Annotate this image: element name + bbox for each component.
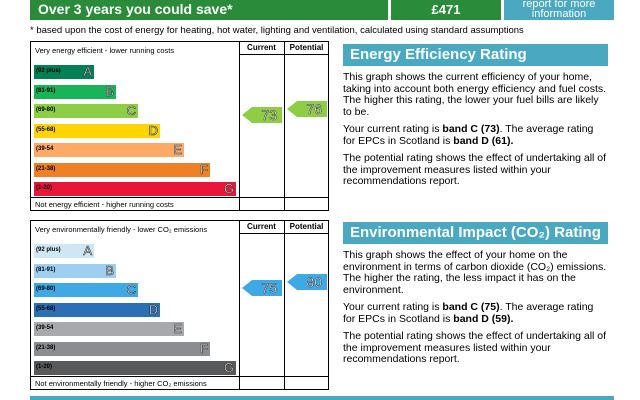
band-range: (21-38) bbox=[36, 165, 56, 172]
band-g: (1-20) G bbox=[34, 181, 236, 196]
band-letter: F bbox=[200, 340, 209, 356]
report-info-text: report for more information bbox=[522, 0, 596, 20]
column-divider bbox=[239, 42, 240, 210]
info-paragraph-2: Your current rating is band C (75). The … bbox=[343, 301, 594, 325]
chart-top-label: Very energy efficient - lower running co… bbox=[35, 46, 175, 55]
potential-rating-arrow: 80 bbox=[287, 274, 327, 290]
band-letter: E bbox=[173, 321, 182, 336]
info-paragraph-1: This graph shows the effect of your home… bbox=[343, 249, 607, 296]
column-divider bbox=[239, 221, 240, 389]
info-paragraph-3: The potential rating shows the effect of… bbox=[343, 152, 607, 187]
band-d: (55-68) D bbox=[34, 301, 160, 317]
band-f: (21-38) F bbox=[34, 161, 210, 177]
band-a: (92 plus) A bbox=[34, 243, 94, 258]
band-letter: D bbox=[148, 122, 158, 138]
savings-label: Over 3 years you could save* bbox=[30, 0, 388, 20]
info-paragraph-1: This graph shows the current efficiency … bbox=[343, 71, 607, 118]
band-g: (1-20) G bbox=[34, 360, 236, 375]
savings-value: £471 bbox=[391, 0, 501, 20]
info-paragraph-3: The potential rating shows the effect of… bbox=[343, 330, 607, 365]
band-range: (1-20) bbox=[36, 364, 53, 370]
band-letter: F bbox=[200, 161, 209, 177]
header-divider bbox=[239, 54, 328, 55]
band-range: (81-91) bbox=[36, 87, 56, 94]
band-b: (81-91) B bbox=[34, 262, 116, 278]
current-rating-arrow: 73 bbox=[242, 107, 282, 123]
potential-column-heading: Potential bbox=[289, 43, 324, 52]
band-range: (21-38) bbox=[36, 344, 56, 351]
band-range: (69-80) bbox=[36, 107, 56, 113]
column-divider bbox=[284, 221, 285, 389]
band-range: (69-80) bbox=[36, 286, 56, 292]
band-letter: G bbox=[223, 181, 235, 196]
band-letter: C bbox=[126, 103, 136, 118]
band-letter: A bbox=[83, 243, 92, 258]
footer-divider bbox=[31, 197, 328, 198]
energy-efficiency-info: Energy Efficiency Rating This graph show… bbox=[343, 44, 608, 188]
report-info-link[interactable]: report for more information bbox=[504, 0, 614, 20]
savings-banner: Over 3 years you could save* £471 report… bbox=[30, 0, 614, 20]
band-range: (39-54 bbox=[36, 146, 54, 152]
current-rating-arrow: 75 bbox=[242, 280, 282, 296]
band-c: (69-80) C bbox=[34, 103, 138, 118]
band-e: (39-54 E bbox=[34, 321, 184, 336]
band-range: (39-54 bbox=[36, 325, 54, 331]
band-letter: C bbox=[126, 282, 136, 297]
chart-bottom-label: Not environmentally friendly - higher CO… bbox=[35, 379, 207, 388]
chart-top-label: Very environmentally friendly - lower CO… bbox=[35, 225, 208, 234]
band-range: (1-20) bbox=[36, 185, 53, 191]
band-range: (92 plus) bbox=[36, 68, 61, 74]
environmental-impact-info: Environmental Impact (CO₂) Rating This g… bbox=[343, 222, 608, 366]
band-c: (69-80) C bbox=[34, 282, 138, 297]
band-range: (55-68) bbox=[36, 126, 56, 133]
band-d: (55-68) D bbox=[34, 122, 160, 138]
environmental-impact-chart: Very environmentally friendly - lower CO… bbox=[30, 220, 329, 390]
current-column-heading: Current bbox=[247, 43, 276, 52]
band-letter: A bbox=[83, 64, 92, 79]
info-title: Environmental Impact (CO₂) Rating bbox=[343, 222, 608, 244]
footer-divider bbox=[31, 376, 328, 377]
footnote: * based upon the cost of energy for heat… bbox=[30, 25, 524, 36]
bottom-banner bbox=[30, 396, 614, 400]
energy-efficiency-chart: Very energy efficient - lower running co… bbox=[30, 41, 329, 211]
potential-rating-arrow: 76 bbox=[287, 101, 327, 117]
header-divider bbox=[239, 233, 328, 234]
band-letter: B bbox=[105, 83, 114, 99]
band-letter: B bbox=[105, 262, 114, 278]
band-letter: D bbox=[148, 301, 158, 317]
chart-bottom-label: Not energy efficient - higher running co… bbox=[35, 200, 174, 209]
column-divider bbox=[284, 42, 285, 210]
band-e: (39-54 E bbox=[34, 142, 184, 157]
potential-column-heading: Potential bbox=[289, 222, 324, 231]
band-letter: G bbox=[223, 360, 235, 375]
band-f: (21-38) F bbox=[34, 340, 210, 356]
band-a: (92 plus) A bbox=[34, 64, 94, 79]
band-letter: E bbox=[173, 142, 182, 157]
band-range: (92 plus) bbox=[36, 247, 61, 253]
info-title: Energy Efficiency Rating bbox=[343, 44, 608, 66]
band-range: (55-68) bbox=[36, 305, 56, 312]
current-column-heading: Current bbox=[247, 222, 276, 231]
band-b: (81-91) B bbox=[34, 83, 116, 99]
band-range: (81-91) bbox=[36, 266, 56, 273]
info-paragraph-2: Your current rating is band C (73). The … bbox=[343, 123, 594, 147]
